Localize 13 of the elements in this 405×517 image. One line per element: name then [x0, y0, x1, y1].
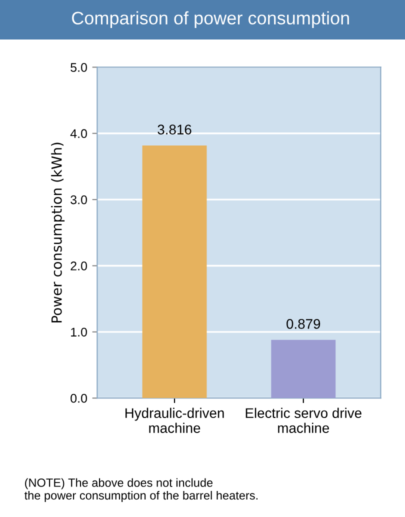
- y-tick-label: 1.0: [71, 328, 87, 337]
- y-axis-title: Power consumption (kWh): [51, 142, 65, 322]
- text: (NOTE) The above does not include the power consumption of the barrel heaters.: [24, 478, 258, 502]
- y-tick-label: 4.0: [70, 129, 87, 138]
- data-label: 0.879: [286, 319, 320, 329]
- y-tick-label: 0.0: [70, 394, 87, 403]
- x-tick-label: Electric servo drive machine: [246, 408, 362, 433]
- chart-title: Comparison of power consumption: [72, 11, 349, 28]
- data-label: 3.816: [158, 124, 192, 134]
- y-tick-label: 2.0: [70, 262, 87, 270]
- y-tick-label: 5.0: [70, 63, 87, 72]
- x-tick-label: Hydraulic-driven machine: [125, 408, 224, 433]
- y-tick-label: 3.0: [70, 195, 87, 204]
